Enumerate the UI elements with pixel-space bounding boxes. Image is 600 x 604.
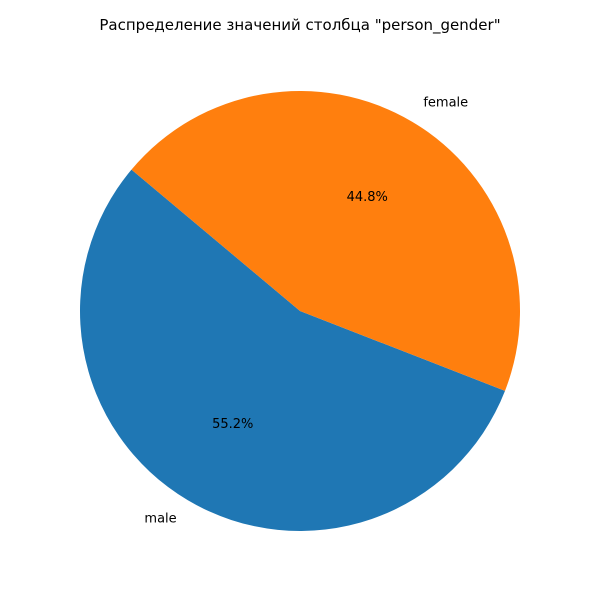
slice-label-female: female [423, 95, 468, 110]
pie-slice-male [79, 169, 505, 532]
chart-title: Распределение значений столбца "person_g… [99, 16, 500, 35]
pie-slice-female [131, 91, 521, 391]
pie-slices [79, 91, 521, 532]
slice-label-male: male [144, 512, 176, 527]
pie-labels: male 55.2% female 44.8% [144, 95, 468, 526]
slice-percent-male: 55.2% [212, 417, 253, 432]
slice-percent-female: 44.8% [347, 190, 388, 205]
